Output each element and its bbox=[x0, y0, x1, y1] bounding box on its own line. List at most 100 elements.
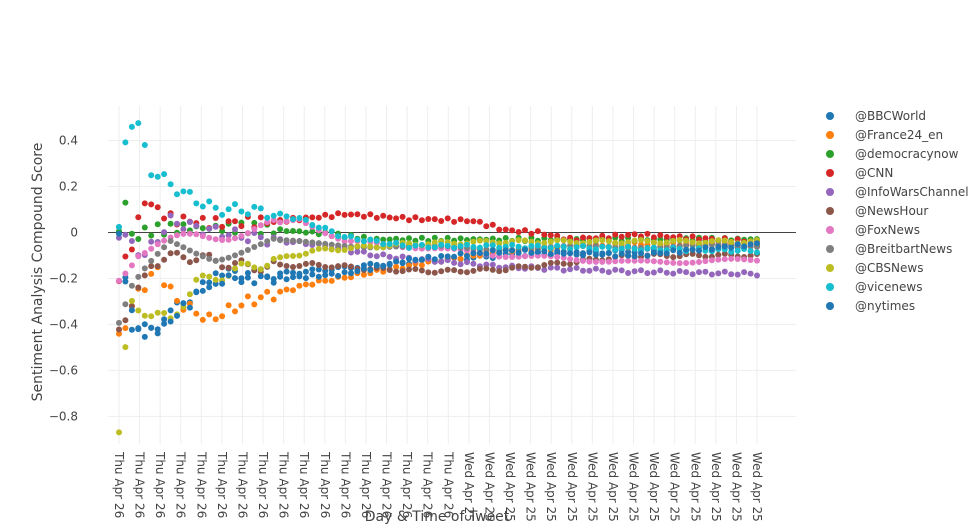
data-point bbox=[199, 253, 206, 260]
data-point bbox=[122, 139, 129, 146]
data-point bbox=[154, 263, 161, 270]
data-point bbox=[721, 237, 728, 244]
data-point bbox=[515, 229, 522, 235]
data-point bbox=[631, 257, 638, 264]
data-point bbox=[335, 210, 342, 217]
legend-item[interactable]: @vicenews bbox=[822, 277, 969, 296]
data-point bbox=[496, 244, 503, 251]
data-point bbox=[515, 263, 522, 270]
data-point bbox=[373, 237, 380, 244]
legend-item[interactable]: @nytimes bbox=[822, 296, 969, 315]
data-point bbox=[412, 237, 419, 244]
data-point bbox=[219, 272, 226, 279]
data-point bbox=[257, 241, 264, 248]
data-point bbox=[747, 252, 754, 259]
data-point bbox=[141, 287, 148, 294]
data-point bbox=[264, 288, 271, 295]
legend-item[interactable]: @CBSNews bbox=[822, 258, 969, 277]
data-point bbox=[135, 253, 142, 260]
data-point bbox=[573, 240, 580, 246]
data-point bbox=[174, 191, 180, 198]
data-point bbox=[302, 229, 309, 236]
legend-item[interactable]: @France24_en bbox=[822, 125, 969, 144]
data-point bbox=[560, 250, 567, 257]
data-point bbox=[489, 266, 496, 273]
data-point bbox=[167, 181, 174, 188]
data-point bbox=[122, 301, 129, 308]
data-point bbox=[534, 242, 541, 249]
x-tick-label: Thu Apr 26 bbox=[277, 451, 291, 518]
data-point bbox=[373, 262, 380, 269]
x-tick-label: Thu Apr 26 bbox=[235, 451, 249, 518]
data-point bbox=[670, 247, 677, 254]
data-point bbox=[670, 254, 677, 261]
x-tick-label: Wed Apr 25 bbox=[503, 452, 517, 522]
data-point bbox=[631, 237, 638, 244]
data-point bbox=[277, 210, 284, 217]
data-point bbox=[592, 251, 599, 258]
data-point bbox=[702, 268, 709, 275]
legend-marker bbox=[826, 111, 834, 120]
legend-item[interactable]: @NewsHour bbox=[822, 201, 969, 220]
data-point bbox=[315, 214, 322, 221]
data-point bbox=[128, 238, 135, 244]
data-point bbox=[309, 222, 316, 228]
data-point bbox=[360, 242, 367, 249]
data-point bbox=[277, 261, 284, 268]
data-point bbox=[438, 253, 445, 259]
data-point bbox=[180, 230, 187, 237]
data-point bbox=[174, 220, 180, 227]
data-point bbox=[116, 330, 122, 337]
data-point bbox=[283, 237, 290, 244]
legend-item[interactable]: @democracynow bbox=[822, 144, 969, 163]
data-point bbox=[663, 250, 670, 257]
data-point bbox=[476, 244, 483, 251]
data-point bbox=[232, 260, 238, 266]
data-point bbox=[354, 243, 361, 250]
x-tick-label: Thu Apr 26 bbox=[112, 451, 126, 518]
legend-item[interactable]: @BreitbartNews bbox=[822, 239, 969, 258]
legend-item[interactable]: @CNN bbox=[822, 163, 969, 182]
data-point bbox=[161, 282, 168, 289]
data-point bbox=[135, 120, 142, 127]
legend-item[interactable]: @BBCWorld bbox=[822, 106, 969, 125]
data-point bbox=[232, 201, 238, 208]
data-point bbox=[683, 237, 690, 244]
data-point bbox=[244, 260, 251, 267]
data-point bbox=[116, 319, 122, 326]
data-point bbox=[148, 245, 155, 252]
data-point bbox=[386, 214, 393, 221]
data-point bbox=[599, 237, 606, 244]
data-point bbox=[573, 264, 580, 271]
data-point bbox=[128, 297, 135, 304]
data-point bbox=[180, 188, 187, 195]
data-point bbox=[470, 218, 477, 225]
legend-marker bbox=[826, 130, 834, 139]
data-point bbox=[554, 248, 561, 255]
data-point bbox=[186, 247, 193, 254]
data-point bbox=[708, 238, 715, 245]
data-point bbox=[741, 243, 748, 250]
legend-item[interactable]: @FoxNews bbox=[822, 220, 969, 239]
data-point bbox=[625, 231, 632, 238]
data-point bbox=[393, 239, 400, 246]
x-tick-label: Thu Apr 26 bbox=[215, 451, 229, 518]
data-point bbox=[708, 271, 715, 278]
data-point bbox=[128, 307, 135, 314]
data-point bbox=[470, 260, 477, 267]
legend-marker bbox=[826, 187, 834, 196]
data-point bbox=[470, 244, 477, 250]
data-point bbox=[257, 234, 264, 241]
x-tick-label: Thu Apr 26 bbox=[133, 451, 147, 518]
data-point bbox=[670, 270, 677, 277]
legend-item[interactable]: @InfoWarsChannel bbox=[822, 182, 969, 201]
data-point bbox=[341, 234, 348, 240]
data-point bbox=[747, 248, 754, 254]
series-foxnews bbox=[116, 216, 760, 284]
data-point bbox=[232, 235, 238, 242]
data-point bbox=[612, 246, 619, 253]
data-point bbox=[522, 237, 528, 244]
data-point bbox=[199, 287, 206, 294]
data-point bbox=[206, 225, 213, 232]
data-point bbox=[167, 318, 174, 325]
